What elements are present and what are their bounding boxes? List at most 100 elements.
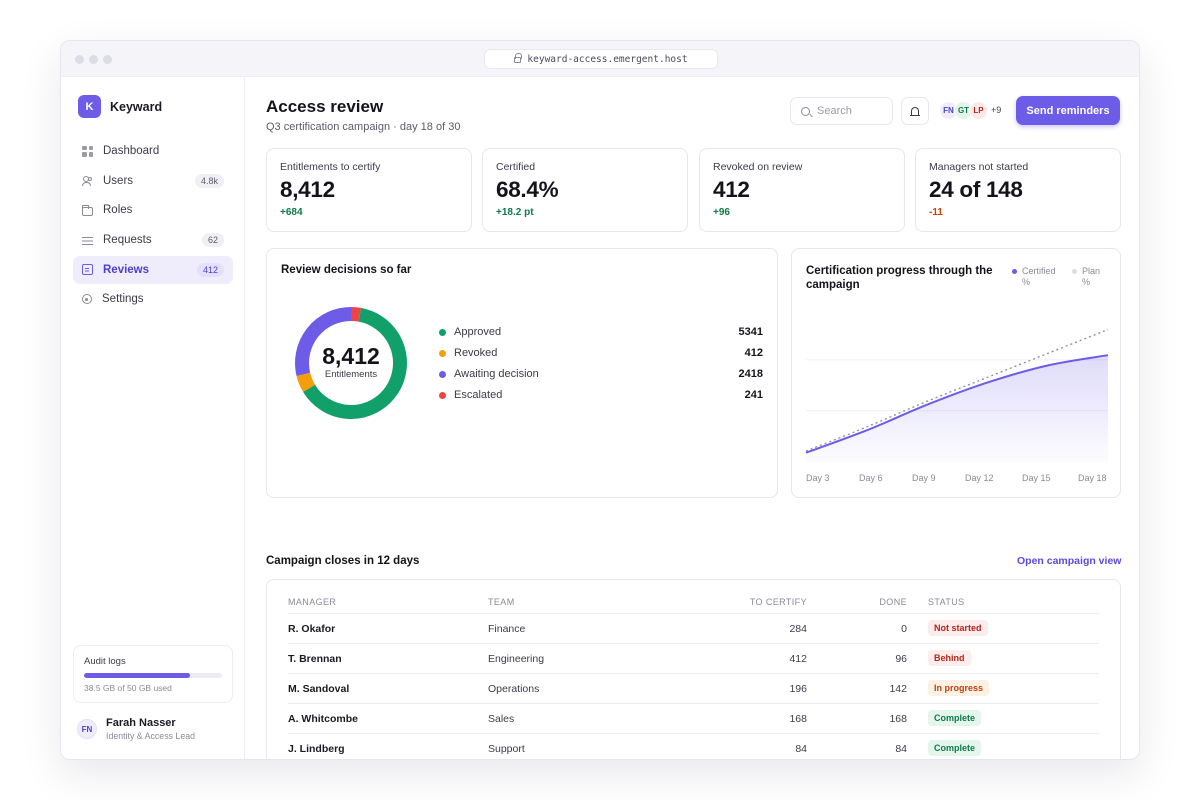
legend-dot	[439, 391, 446, 399]
column-header-to-certify[interactable]: TO CERTIFY	[749, 597, 807, 607]
decision-legend-escalated: Escalated 241	[439, 387, 763, 403]
status-badge: Complete	[928, 740, 982, 756]
kpi-value: 412	[713, 177, 750, 202]
sidebar-item-badge: 412	[196, 262, 224, 277]
kpi-label: Certified	[496, 161, 536, 173]
x-tick-label: Day 15	[1022, 473, 1051, 483]
manager-cell: M. Sandoval	[288, 683, 350, 695]
donut-slice-awaiting-decision[interactable]	[295, 307, 352, 377]
gear-icon	[82, 294, 92, 305]
sidebar-item-roles[interactable]: Roles	[73, 196, 233, 224]
table-row[interactable]: A. Whitcombe Sales 168 168 Complete	[288, 703, 1099, 733]
window-close-button[interactable]	[75, 55, 84, 64]
collaborator-avatars[interactable]: FN GT LP +9	[939, 101, 1001, 120]
kpi-delta: +18.2 pt	[496, 207, 534, 218]
manager-cell: R. Okafor	[288, 623, 336, 635]
legend-label: Certified %	[1022, 266, 1056, 287]
sidebar-item-label: Settings	[102, 293, 144, 306]
x-tick-label: Day 9	[912, 473, 936, 483]
notifications-button[interactable]	[901, 97, 929, 125]
card-title: Review decisions so far	[281, 264, 412, 276]
kpi-value: 8,412	[280, 177, 335, 202]
kpi-card-revoked: Revoked on review 412 +96	[699, 148, 905, 232]
to-certify-cell: 168	[789, 713, 807, 725]
table-row[interactable]: R. Okafor Finance 284 0 Not started	[288, 613, 1099, 643]
kpi-delta: +684	[280, 207, 303, 218]
page-title: Access review	[266, 97, 384, 116]
donut-slice-approved[interactable]	[303, 307, 407, 419]
legend-value: 5341	[738, 326, 763, 338]
sidebar-item-badge: 4.8k	[194, 173, 224, 188]
column-header-team[interactable]: TEAM	[488, 597, 515, 607]
team-cell: Finance	[488, 623, 526, 635]
kpi-card-entitlements: Entitlements to certify 8,412 +684	[266, 148, 472, 232]
send-reminders-button[interactable]: Send reminders	[1016, 96, 1120, 125]
search-input[interactable]	[817, 105, 887, 117]
decisions-donut-chart	[295, 307, 407, 419]
status-badge: Not started	[928, 620, 988, 636]
legend-value: 412	[744, 347, 763, 359]
review-decisions-card: Review decisions so far 8,412 Entitlemen…	[266, 248, 778, 498]
column-header-status[interactable]: STATUS	[928, 597, 965, 607]
sidebar-item-reviews[interactable]: Reviews 412	[73, 255, 233, 284]
donut-center-value: 8,412	[322, 343, 380, 369]
legend-label: Revoked	[454, 347, 498, 359]
to-certify-cell: 284	[789, 623, 807, 635]
url-text: keyward-access.emergent.host	[527, 53, 688, 65]
storage-progress-fill	[84, 673, 191, 678]
manager-cell: T. Brennan	[288, 653, 342, 665]
storage-title: Audit logs	[84, 656, 126, 667]
folder-icon	[82, 204, 93, 216]
document-icon	[82, 264, 93, 276]
storage-progress-bar	[84, 673, 222, 678]
sidebar-item-settings[interactable]: Settings	[73, 285, 233, 313]
user-name: Farah Nasser	[106, 717, 176, 729]
to-certify-cell: 84	[795, 743, 807, 755]
audit-logs-storage-card[interactable]: Audit logs 38.5 GB of 50 GB used	[73, 645, 233, 703]
table-row[interactable]: M. Sandoval Operations 196 142 In progre…	[288, 673, 1099, 703]
sidebar-item-dashboard[interactable]: Dashboard	[73, 137, 233, 165]
certification-line-chart	[805, 328, 1109, 463]
brand-logo: K	[78, 95, 101, 118]
done-cell: 96	[895, 653, 907, 665]
kpi-card-certified: Certified 68.4% +18.2 pt	[482, 148, 688, 232]
open-campaign-view-link[interactable]: Open campaign view	[1017, 555, 1122, 567]
campaign-section-title: Campaign closes in 12 days	[266, 555, 420, 567]
sidebar-item-badge: 62	[201, 233, 224, 248]
decision-legend-revoked: Revoked 412	[439, 345, 763, 361]
sidebar-nav: Dashboard Users 4.8k Roles Requests 62 R…	[73, 137, 233, 315]
legend-dot	[439, 370, 446, 378]
kpi-value: 24 of 148	[929, 177, 1023, 202]
storage-used-text: 38.5 GB of 50 GB used	[84, 683, 172, 693]
x-tick-label: Day 3	[806, 473, 830, 483]
address-bar[interactable]: keyward-access.emergent.host	[484, 49, 718, 69]
kpi-delta: +96	[713, 207, 730, 218]
legend-label: Plan %	[1082, 266, 1101, 287]
window-maximize-button[interactable]	[103, 55, 112, 64]
table-row[interactable]: T. Brennan Engineering 412 96 Behind	[288, 643, 1099, 673]
sidebar-item-requests[interactable]: Requests 62	[73, 226, 233, 254]
donut-slice-revoked[interactable]	[296, 372, 316, 392]
kpi-label: Managers not started	[929, 161, 1029, 173]
kpi-value: 68.4%	[496, 177, 559, 202]
user-profile[interactable]: FN Farah Nasser Identity & Access Lead	[77, 717, 195, 741]
table-row[interactable]: J. Lindberg Support 84 84 Complete	[288, 733, 1099, 759]
sidebar-item-label: Requests	[103, 234, 152, 247]
search-box[interactable]	[790, 97, 893, 125]
donut-slice-escalated[interactable]	[350, 307, 362, 322]
column-header-done[interactable]: DONE	[879, 597, 907, 607]
sidebar-item-label: Dashboard	[103, 145, 160, 157]
certification-progress-card: Certification progress through the campa…	[791, 248, 1121, 498]
legend-dot	[1012, 269, 1017, 274]
certified-area	[806, 355, 1108, 463]
sidebar: K Keyward Dashboard Users 4.8k Roles Req…	[61, 77, 245, 759]
decision-legend-awaiting: Awaiting decision 2418	[439, 366, 763, 382]
column-header-manager[interactable]: MANAGER	[288, 597, 337, 607]
sidebar-item-users[interactable]: Users 4.8k	[73, 167, 233, 195]
window-minimize-button[interactable]	[89, 55, 98, 64]
brand[interactable]: K Keyward	[78, 95, 162, 118]
team-cell: Support	[488, 743, 525, 755]
done-cell: 142	[889, 683, 907, 695]
kpi-card-managers-not-started: Managers not started 24 of 148 -11	[915, 148, 1121, 232]
campaign-table: MANAGER TEAM TO CERTIFY DONE STATUS R. O…	[266, 579, 1121, 759]
